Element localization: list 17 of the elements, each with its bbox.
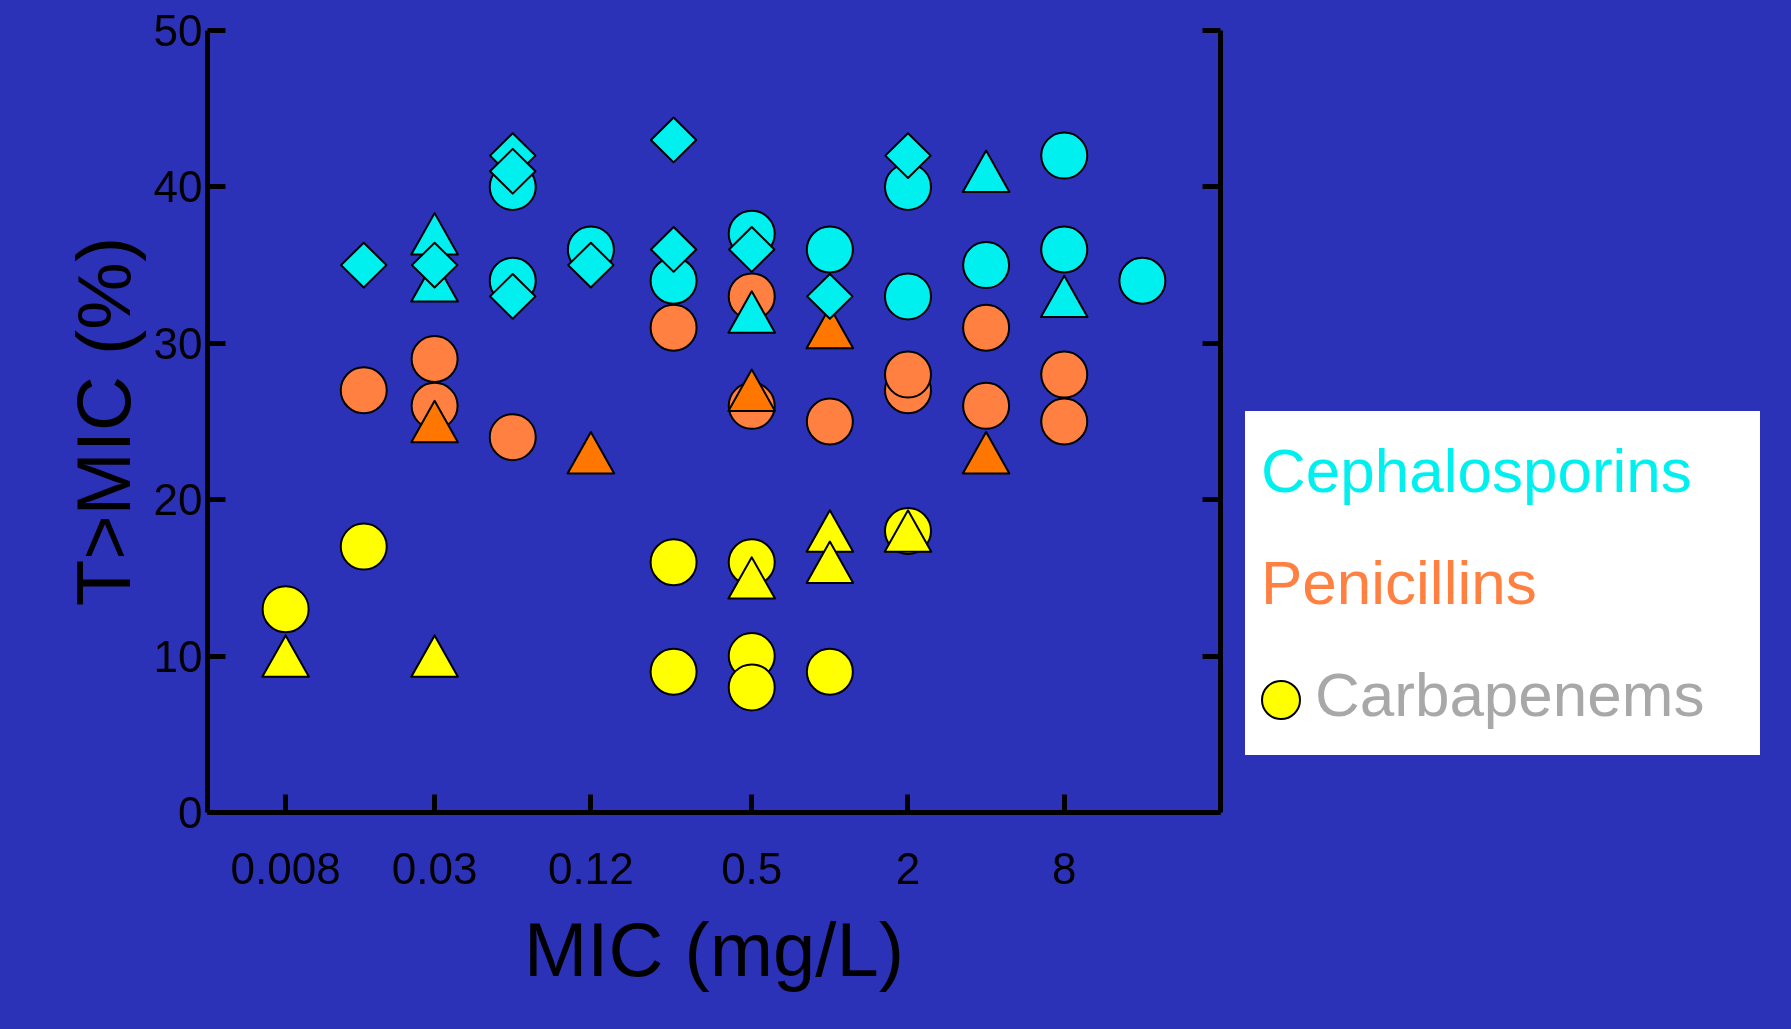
- y-tick-label: 40: [153, 162, 203, 212]
- x-tick-label: 0.008: [230, 843, 341, 893]
- x-tick-label: 0.03: [391, 843, 478, 893]
- y-axis-title: T>MIC (%): [60, 236, 146, 607]
- x-tick-label: 0.12: [548, 843, 634, 893]
- x-tick-label: 2: [895, 843, 921, 893]
- legend-label: Carbapenems: [1314, 659, 1706, 731]
- x-tick-label: 0.5: [721, 843, 783, 893]
- y-tick-label: 20: [153, 475, 203, 525]
- x-tick-label: 8: [1052, 843, 1077, 893]
- text: Penicillins: [1261, 547, 1538, 619]
- y-tick-label: 50: [153, 6, 203, 55]
- legend-label: Cephalosporins: [1261, 435, 1693, 507]
- y-tick-label: 10: [153, 631, 203, 681]
- y-tick-label: 0: [178, 788, 203, 837]
- x-axis-title: MIC (mg/L): [524, 906, 904, 992]
- y-tick-label: 30: [153, 318, 203, 368]
